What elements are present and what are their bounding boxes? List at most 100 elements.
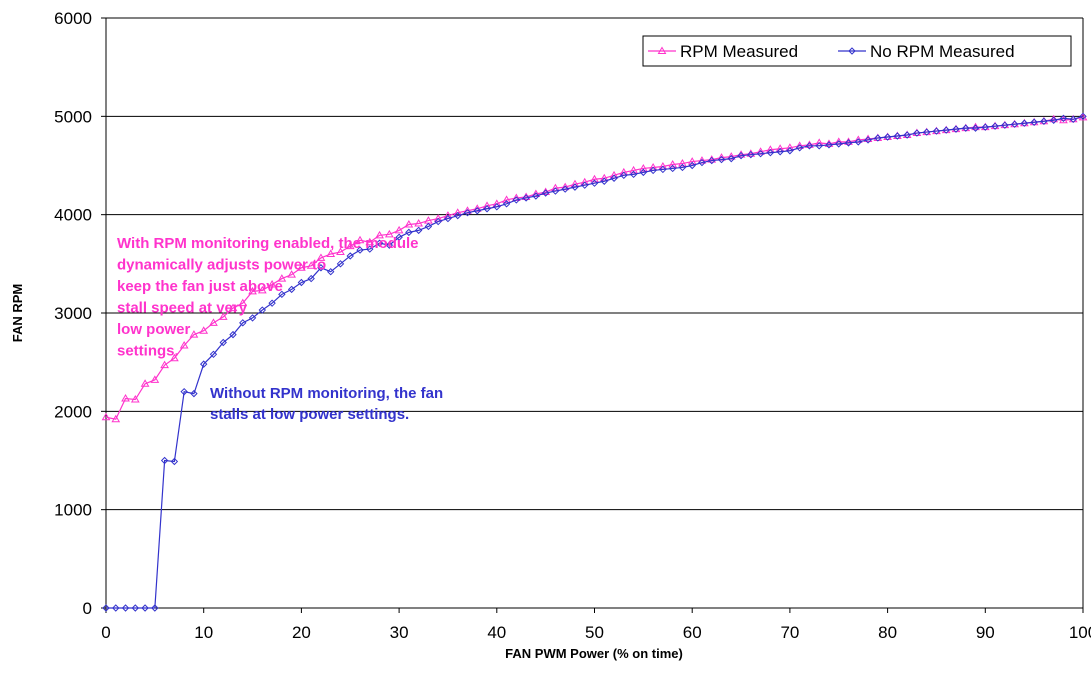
data-point — [316, 253, 326, 261]
data-point — [160, 360, 169, 369]
data-point — [238, 298, 248, 307]
data-point — [101, 412, 111, 421]
data-point — [102, 604, 110, 612]
data-point — [952, 125, 960, 133]
data-point — [365, 237, 375, 246]
data-point — [971, 124, 980, 132]
data-point — [629, 165, 638, 174]
data-point — [698, 158, 706, 167]
data-point — [218, 312, 228, 320]
annotation-line: dynamically adjusts power to — [117, 257, 326, 274]
data-point — [687, 157, 697, 165]
data-point — [835, 140, 843, 148]
data-point — [932, 127, 941, 135]
data-point — [620, 171, 628, 180]
data-point — [942, 126, 950, 134]
data-point — [991, 122, 999, 130]
data-point — [209, 350, 218, 359]
data-point — [121, 394, 130, 402]
x-tick-label: 20 — [292, 623, 311, 642]
y-tick-label: 1000 — [54, 501, 92, 520]
data-point — [610, 174, 618, 182]
annotation-1: Without RPM monitoring, the fan stalls at… — [210, 385, 443, 423]
series-line — [106, 115, 1084, 609]
data-point — [317, 264, 325, 272]
data-point — [268, 299, 276, 307]
data-point — [395, 233, 403, 241]
data-point — [248, 286, 257, 295]
data-point — [160, 456, 169, 465]
data-point — [444, 214, 452, 223]
data-point — [307, 274, 315, 283]
x-tick-label: 90 — [976, 623, 995, 642]
x-tick-label: 30 — [390, 623, 409, 642]
data-point — [659, 165, 667, 174]
data-point — [150, 375, 160, 383]
data-point — [581, 181, 589, 189]
x-tick-label: 60 — [683, 623, 702, 642]
data-point — [756, 149, 765, 158]
data-point — [815, 142, 823, 150]
annotation-line: With RPM monitoring enabled, the module — [117, 235, 419, 252]
data-point — [1030, 118, 1038, 126]
x-tick-label: 50 — [585, 623, 604, 642]
data-point — [306, 261, 316, 269]
data-point — [638, 163, 648, 172]
data-point — [590, 174, 599, 183]
y-axis-title: FAN RPM — [10, 284, 25, 343]
data-point — [864, 136, 872, 144]
data-point — [179, 340, 189, 349]
data-point — [1020, 119, 1029, 127]
data-point — [600, 177, 608, 185]
data-point — [326, 249, 336, 257]
data-point — [678, 159, 687, 167]
data-point — [913, 129, 921, 137]
data-point — [795, 144, 804, 152]
data-point — [493, 203, 501, 211]
data-point — [190, 389, 198, 398]
legend: RPM Measured No RPM Measured — [642, 35, 1072, 67]
data-point — [346, 252, 354, 260]
data-point — [1010, 120, 1019, 128]
data-point — [219, 338, 227, 347]
data-point — [170, 353, 179, 362]
data-point — [287, 285, 296, 294]
data-point — [454, 211, 462, 220]
data-point — [786, 147, 794, 155]
data-point — [717, 155, 726, 164]
data-point — [678, 163, 687, 172]
data-point — [668, 160, 678, 168]
data-point — [1049, 116, 1058, 124]
data-point — [277, 274, 287, 282]
data-point — [239, 319, 247, 327]
grid-lines — [106, 17, 1083, 511]
data-point — [776, 148, 784, 156]
data-point — [385, 241, 394, 249]
data-point — [541, 189, 550, 197]
data-point — [141, 604, 149, 612]
data-point — [140, 379, 150, 387]
data-point — [649, 166, 657, 175]
data-point — [375, 230, 384, 239]
y-tick-label: 6000 — [54, 9, 92, 28]
data-point — [512, 196, 521, 204]
data-point — [502, 195, 511, 203]
legend-marker — [848, 47, 856, 55]
x-tick-labels: 0 10 20 30 40 50 60 70 80 90 100 — [101, 608, 1091, 642]
x-tick-label: 70 — [780, 623, 799, 642]
data-point — [1001, 121, 1009, 129]
series-1 — [102, 112, 1087, 612]
legend-label: No RPM Measured — [870, 42, 1015, 61]
data-point — [483, 205, 491, 213]
data-point — [854, 138, 862, 146]
y-tick-label: 3000 — [54, 304, 92, 323]
data-point — [708, 156, 716, 165]
data-point — [287, 270, 297, 278]
data-point — [571, 183, 579, 191]
data-point — [874, 134, 882, 142]
data-point — [151, 604, 159, 612]
x-tick-label: 100 — [1069, 623, 1091, 642]
x-tick-label: 80 — [878, 623, 897, 642]
data-point — [747, 150, 755, 159]
